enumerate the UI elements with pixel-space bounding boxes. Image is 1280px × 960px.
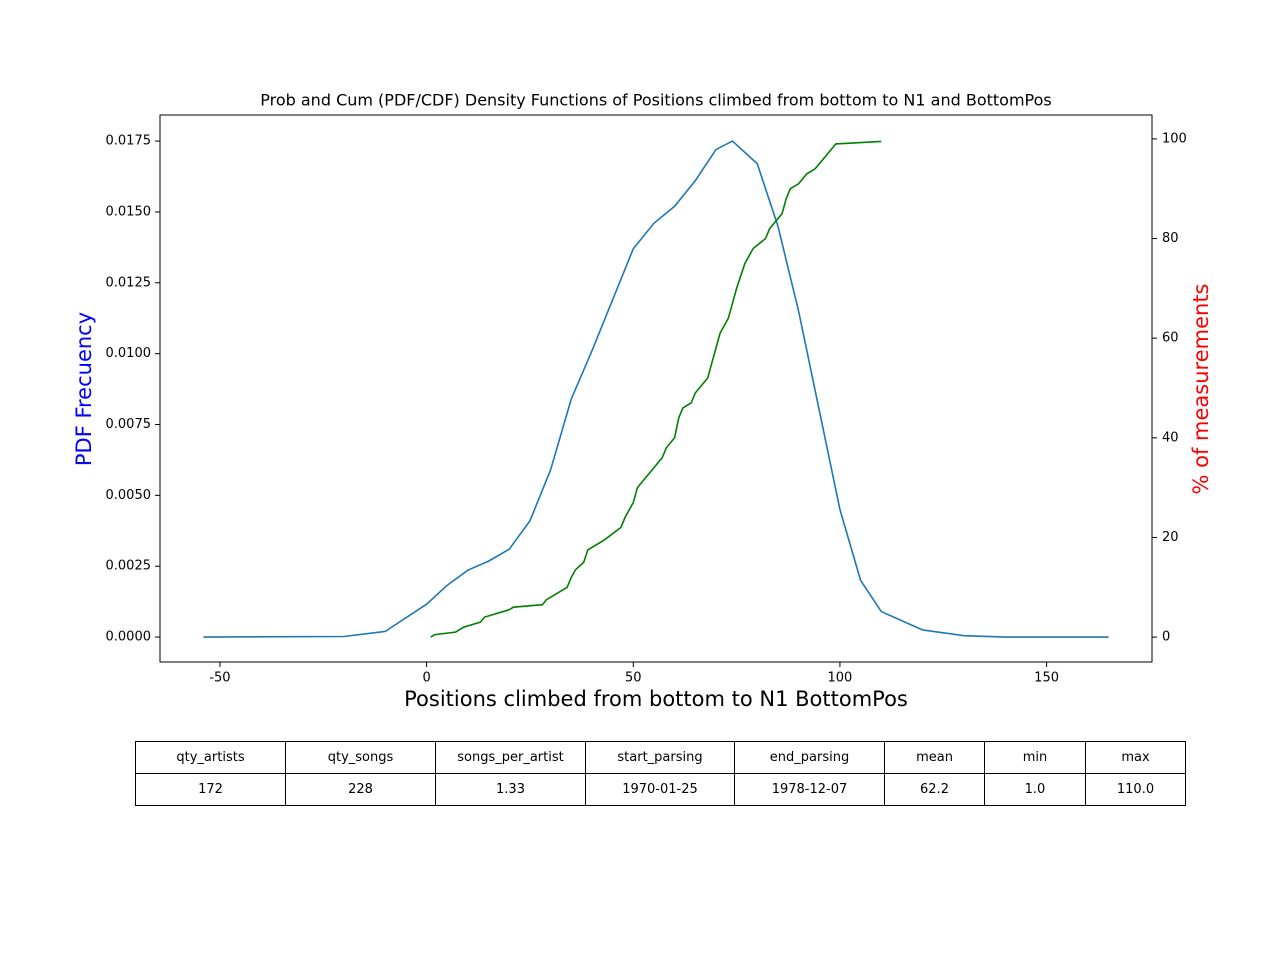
table-cell: 1.33 — [435, 773, 586, 806]
y-tick-label: 0.0000 — [106, 630, 152, 645]
table-cell: max — [1085, 741, 1186, 774]
table-header: qty_artists qty_songs songs_per_artist star… — [135, 741, 1186, 774]
table-cell: 228 — [285, 773, 436, 806]
x-tick-label: 50 — [625, 671, 642, 686]
table-cell: start_parsing — [585, 741, 735, 774]
table-cell: songs_per_artist — [435, 741, 586, 774]
table-cell: mean — [884, 741, 985, 774]
x-axis-label: Positions climbed from bottom to N1 Bott… — [404, 687, 908, 711]
table-cell: 110.0 — [1085, 773, 1186, 806]
x-tick-label: -50 — [209, 671, 230, 686]
table-row: 172 228 1.33 1970-01-25 1978-12-07 62.2 1.0 110… — [135, 773, 1186, 806]
table-cell: qty_songs — [285, 741, 436, 774]
x-tick-label: 100 — [828, 671, 853, 686]
y-tick-label: 0.0075 — [106, 417, 152, 432]
table-cell: 1.0 — [984, 773, 1086, 806]
y2-tick-label: 60 — [1162, 331, 1179, 346]
y2-tick-label: 0 — [1162, 630, 1170, 645]
x-tick-label: 150 — [1034, 671, 1059, 686]
table-cell: 1970-01-25 — [585, 773, 735, 806]
series-line — [203, 140, 1109, 638]
series-line — [430, 140, 882, 638]
y-tick-label: 0.0175 — [106, 134, 152, 149]
y-tick-label: 0.0100 — [106, 346, 152, 361]
table-cell: end_parsing — [734, 741, 885, 774]
y-tick-label: 0.0125 — [106, 275, 152, 290]
y-axis-label: PDF Frecuency — [72, 312, 96, 466]
y2-tick-label: 20 — [1162, 530, 1179, 545]
table-cell: 172 — [135, 773, 286, 806]
y-tick-label: 0.0050 — [106, 488, 152, 503]
y-tick-label: 0.0025 — [106, 559, 152, 574]
table-cell: qty_artists — [135, 741, 286, 774]
chart-title: Prob and Cum (PDF/CDF) Density Functions… — [260, 91, 1052, 110]
y2-tick-label: 100 — [1162, 131, 1187, 146]
table-cell: 62.2 — [884, 773, 985, 806]
x-tick-label: 0 — [422, 671, 430, 686]
y2-tick-label: 40 — [1162, 430, 1179, 445]
plot-frame — [159, 114, 1153, 663]
stats-table: qty_artists qty_songs songs_per_artist star… — [135, 741, 1186, 806]
y-tick-label: 0.0150 — [106, 204, 152, 219]
y2-tick-label: 80 — [1162, 231, 1179, 246]
y2-axis-label: % of measurements — [1189, 284, 1213, 495]
table-cell: min — [984, 741, 1086, 774]
table-cell: 1978-12-07 — [734, 773, 885, 806]
